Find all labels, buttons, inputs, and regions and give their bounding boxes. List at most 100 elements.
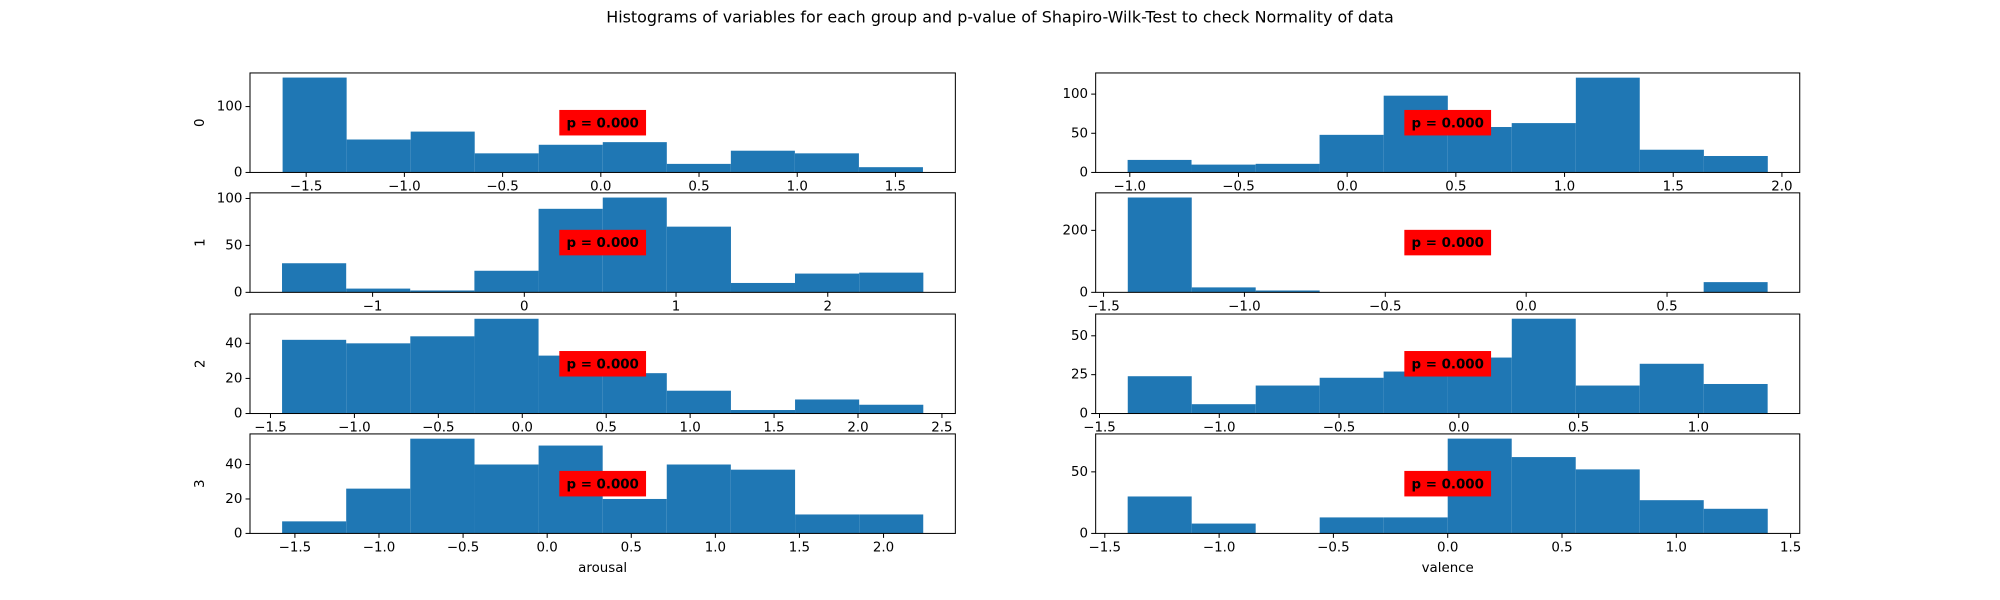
bar <box>1575 469 1640 534</box>
annotation-box <box>559 351 647 377</box>
subplot: −1.5 −1.0 −0.5 0.0 0.5 1.0 1.5 0 100 0 p = 0.000 <box>193 72 956 194</box>
bar <box>474 464 539 534</box>
bar <box>1575 385 1640 414</box>
x-tick-label: 2.0 <box>873 540 894 555</box>
y-axis-label: 3 <box>193 479 208 488</box>
x-tick-label: 0.5 <box>596 421 617 436</box>
bar <box>346 488 411 534</box>
x-tick-label: −1.5 <box>1089 540 1121 555</box>
bar <box>1511 457 1576 534</box>
bar <box>1319 517 1384 534</box>
bar <box>1255 290 1320 293</box>
x-tick-label: 0.0 <box>1448 421 1469 436</box>
x-tick-label: −1.5 <box>279 540 311 555</box>
y-axis-label: 0 <box>193 118 208 127</box>
bar <box>1703 383 1768 414</box>
x-tick-label: 1.5 <box>1780 540 1801 555</box>
subplot: −1.0 −0.5 0.0 0.5 1.0 1.5 2.0 0 50 100 p = 0.000 <box>1062 72 1801 194</box>
bar <box>282 263 347 293</box>
x-tick-label: 0.0 <box>537 540 558 555</box>
y-axis-label: 1 <box>193 238 208 247</box>
x-tick-label: −1.0 <box>363 540 395 555</box>
bar <box>282 339 347 414</box>
subplot: −1.5 −1.0 −0.5 0.0 0.5 1.0 1.5 0 50 valence p = 0.… <box>1071 433 1801 576</box>
axes-frame <box>1095 313 1801 415</box>
y-tick-label: 100 <box>1062 87 1088 102</box>
x-tick-label: 0.5 <box>621 540 642 555</box>
bar <box>346 288 411 293</box>
y-tick-label: 100 <box>217 100 243 115</box>
x-tick-label: −1.0 <box>1228 299 1260 314</box>
bar <box>282 521 347 534</box>
bar <box>666 226 731 293</box>
x-tick-label: 0.5 <box>1551 540 1572 555</box>
bar <box>730 469 796 534</box>
x-tick-label: 1.5 <box>1663 179 1684 194</box>
bar <box>1703 508 1768 534</box>
x-tick-label: −1.5 <box>1083 421 1115 436</box>
x-tick-label: −1.5 <box>290 179 322 194</box>
x-tick-label: 0.0 <box>590 179 611 194</box>
x-tick-label: 0.0 <box>1516 299 1537 314</box>
bar <box>859 514 924 534</box>
x-tick-label: 0.5 <box>1445 179 1466 194</box>
x-tick-label: −1.5 <box>254 421 286 436</box>
annotation: p = 0.000 <box>1412 357 1484 372</box>
y-tick-label: 40 <box>225 336 242 351</box>
x-tick-label: −1 <box>363 299 383 314</box>
bar <box>730 410 796 414</box>
annotation-box <box>559 109 647 136</box>
annotation: p = 0.000 <box>566 236 638 251</box>
bar <box>474 270 539 293</box>
bar <box>1639 363 1704 414</box>
x-tick-label: 0.5 <box>1656 299 1677 314</box>
bar <box>1383 517 1448 534</box>
subplot: −1.5 −1.0 −0.5 0.0 0.5 0 200 p = 0.000 <box>1062 192 1801 314</box>
bar <box>410 336 475 414</box>
bar <box>730 282 795 293</box>
bar <box>859 404 924 414</box>
x-tick-label: 1.0 <box>1688 421 1709 436</box>
y-tick-label: 0 <box>234 165 243 180</box>
x-tick-label: −1.0 <box>388 179 420 194</box>
y-tick-label: 0 <box>1079 407 1088 422</box>
axes-frame <box>249 72 956 173</box>
y-tick-label: 50 <box>1071 329 1088 344</box>
x-tick-label: 1.0 <box>1554 179 1575 194</box>
x-tick-label: 2.0 <box>1771 179 1792 194</box>
bar <box>859 272 924 293</box>
bar <box>666 163 731 173</box>
x-tick-label: −1.0 <box>338 421 370 436</box>
y-tick-label: 20 <box>225 371 242 386</box>
axes-frame <box>249 313 956 415</box>
y-tick-label: 0 <box>1079 526 1088 541</box>
x-tick-label: −0.5 <box>422 421 454 436</box>
bar <box>1703 155 1768 173</box>
x-tick-label: −0.5 <box>486 179 518 194</box>
bar <box>858 167 923 173</box>
x-tick-label: 1.5 <box>763 421 784 436</box>
x-tick-label: 1 <box>672 299 681 314</box>
y-tick-label: 200 <box>1062 223 1088 238</box>
x-tick-label: −1.5 <box>1087 299 1119 314</box>
y-tick-label: 50 <box>1071 465 1088 480</box>
subplot: −1.5 −1.0 −0.5 0.0 0.5 1.0 0 25 50 p = 0.000 <box>1071 313 1801 436</box>
y-tick-label: 0 <box>234 526 243 541</box>
annotation-box <box>1404 351 1492 377</box>
axes-frame <box>249 433 956 534</box>
bar <box>1319 134 1384 173</box>
annotation: p = 0.000 <box>1412 116 1484 131</box>
y-tick-label: 0 <box>234 285 243 300</box>
y-tick-label: 40 <box>225 458 242 473</box>
x-tick-label: 1.0 <box>705 540 726 555</box>
x-tick-label: 0.5 <box>1568 421 1589 436</box>
figure-title: Histograms of variables for each group a… <box>606 8 1394 27</box>
subplot: −1.5 −1.0 −0.5 0.0 0.5 1.0 1.5 2.0 2.5 0 20 40 2 p = … <box>193 313 956 436</box>
axes-frame <box>1095 192 1801 293</box>
bar <box>666 464 731 534</box>
x-tick-label: 1.0 <box>787 179 808 194</box>
bar <box>1383 371 1448 414</box>
bar <box>1127 197 1192 293</box>
x-tick-label: 1.5 <box>789 540 810 555</box>
